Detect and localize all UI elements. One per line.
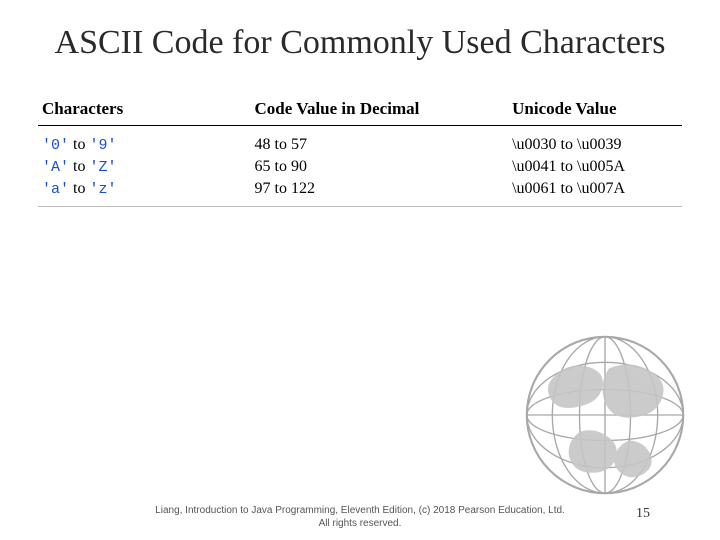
globe-icon bbox=[520, 330, 690, 500]
char-literal-from: 'a' bbox=[42, 181, 69, 198]
table-header-row: Characters Code Value in Decimal Unicode… bbox=[38, 93, 682, 126]
col-header-unicode: Unicode Value bbox=[508, 93, 682, 126]
char-literal-to: 'Z' bbox=[89, 159, 116, 176]
cell-decimal: 97 to 122 bbox=[251, 178, 509, 207]
cell-unicode: \u0061 to \u007A bbox=[508, 178, 682, 207]
footer-line2: All rights reserved. bbox=[319, 518, 402, 529]
cell-decimal: 48 to 57 bbox=[251, 125, 509, 156]
cell-decimal: 65 to 90 bbox=[251, 156, 509, 178]
table-row: 'a' to 'z' 97 to 122 \u0061 to \u007A bbox=[38, 178, 682, 207]
copyright-footer: Liang, Introduction to Java Programming,… bbox=[0, 505, 720, 530]
ascii-table: Characters Code Value in Decimal Unicode… bbox=[38, 93, 682, 207]
col-header-decimal: Code Value in Decimal bbox=[251, 93, 509, 126]
page-number: 15 bbox=[636, 506, 650, 522]
col-header-characters: Characters bbox=[38, 93, 251, 126]
table-row: 'A' to 'Z' 65 to 90 \u0041 to \u005A bbox=[38, 156, 682, 178]
to-word: to bbox=[69, 158, 89, 175]
to-word: to bbox=[69, 136, 89, 153]
to-word: to bbox=[69, 180, 89, 197]
cell-unicode: \u0041 to \u005A bbox=[508, 156, 682, 178]
ascii-table-wrap: Characters Code Value in Decimal Unicode… bbox=[0, 75, 720, 207]
char-literal-from: '0' bbox=[42, 137, 69, 154]
cell-characters: 'A' to 'Z' bbox=[38, 156, 251, 178]
char-literal-to: 'z' bbox=[89, 181, 116, 198]
char-literal-from: 'A' bbox=[42, 159, 69, 176]
slide-title: ASCII Code for Commonly Used Characters bbox=[0, 0, 720, 75]
cell-unicode: \u0030 to \u0039 bbox=[508, 125, 682, 156]
table-row: '0' to '9' 48 to 57 \u0030 to \u0039 bbox=[38, 125, 682, 156]
footer-line1: Liang, Introduction to Java Programming,… bbox=[155, 505, 565, 516]
char-literal-to: '9' bbox=[89, 137, 116, 154]
cell-characters: '0' to '9' bbox=[38, 125, 251, 156]
cell-characters: 'a' to 'z' bbox=[38, 178, 251, 207]
